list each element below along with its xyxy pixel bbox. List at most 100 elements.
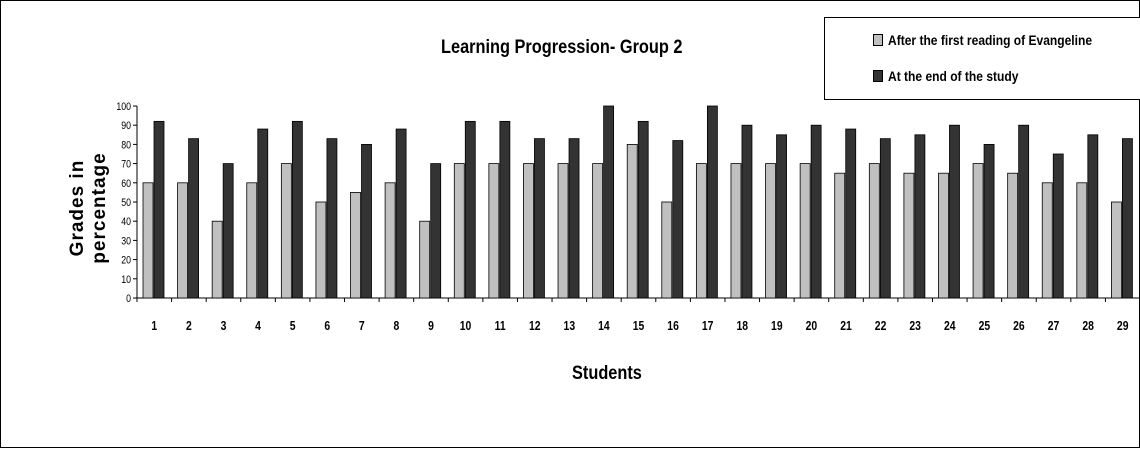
bar-first-reading xyxy=(938,172,949,299)
bar-end-of-study xyxy=(222,163,234,299)
x-tick-label: 22 xyxy=(875,319,887,333)
legend-label-first-reading: After the first reading of Evangeline xyxy=(888,32,1093,48)
bar-first-reading xyxy=(765,163,776,299)
bar-first-reading xyxy=(868,163,880,299)
bar-end-of-study xyxy=(257,128,269,299)
bar-end-of-study xyxy=(361,143,372,299)
x-tick-label: 5 xyxy=(290,319,296,333)
x-tick-label: 6 xyxy=(324,319,330,333)
bar-end-of-study xyxy=(810,124,822,299)
bar-first-reading xyxy=(315,201,327,299)
bar-end-of-study xyxy=(153,120,165,299)
bar-end-of-study xyxy=(879,138,891,299)
x-axis-label: Students xyxy=(572,363,642,384)
y-tick-label: 80 xyxy=(121,140,131,152)
x-tick-label: 13 xyxy=(564,319,576,333)
bar-end-of-study xyxy=(603,105,615,299)
bar-end-of-study xyxy=(983,143,995,299)
bar-end-of-study xyxy=(741,124,753,299)
legend-item-first-reading: After the first reading of Evangeline xyxy=(873,32,1125,48)
x-tick-label: 19 xyxy=(771,319,783,333)
bar-end-of-study xyxy=(430,163,442,299)
bar-first-reading xyxy=(1041,182,1053,299)
y-tick-label: 40 xyxy=(121,216,131,228)
bar-first-reading xyxy=(280,163,292,299)
x-tick-label: 12 xyxy=(529,319,541,333)
y-tick-label: 90 xyxy=(121,120,131,132)
bar-first-reading xyxy=(730,163,742,299)
x-tick-label: 28 xyxy=(1082,319,1094,333)
x-tick-label: 16 xyxy=(667,319,679,333)
bar-end-of-study xyxy=(1122,138,1133,299)
bar-end-of-study xyxy=(534,138,545,299)
bar-end-of-study xyxy=(637,120,649,299)
y-tick-label: 30 xyxy=(121,236,131,248)
bar-end-of-study xyxy=(499,120,511,299)
bar-first-reading xyxy=(1076,182,1088,299)
bar-end-of-study xyxy=(188,138,199,299)
bar-first-reading xyxy=(557,163,569,299)
bar-end-of-study xyxy=(291,120,303,299)
y-tick-label: 50 xyxy=(121,197,131,209)
legend-label-end-of-study: At the end of the study xyxy=(888,68,1019,84)
x-tick-label: 3 xyxy=(221,319,227,333)
x-tick-label: 15 xyxy=(633,319,645,333)
x-tick-label: 10 xyxy=(460,319,472,333)
x-tick-label: 11 xyxy=(495,319,506,333)
bar-first-reading xyxy=(384,182,396,299)
x-tick-label: 4 xyxy=(255,319,261,333)
x-tick-label: 18 xyxy=(736,319,748,333)
bar-first-reading xyxy=(834,172,846,299)
bar-first-reading xyxy=(453,163,465,299)
bar-first-reading xyxy=(799,163,811,299)
x-tick-label: 27 xyxy=(1048,319,1060,333)
y-tick-label: 20 xyxy=(121,255,131,267)
x-tick-label: 9 xyxy=(428,319,434,333)
x-tick-label: 24 xyxy=(944,319,956,333)
x-tick-label: 7 xyxy=(359,319,365,333)
bar-end-of-study xyxy=(776,134,787,299)
bar-first-reading xyxy=(972,163,984,299)
bar-end-of-study xyxy=(1052,153,1064,299)
bar-first-reading xyxy=(177,182,188,299)
bar-end-of-study xyxy=(706,105,718,299)
x-tick-label: 23 xyxy=(909,319,921,333)
bar-first-reading xyxy=(523,163,534,299)
bar-first-reading xyxy=(488,163,500,299)
x-tick-label: 25 xyxy=(979,319,991,333)
bar-first-reading xyxy=(1111,201,1122,299)
bar-end-of-study xyxy=(568,138,580,299)
bar-first-reading xyxy=(350,191,361,299)
x-tick-label: 21 xyxy=(840,319,852,333)
bar-end-of-study xyxy=(914,134,926,299)
bar-first-reading xyxy=(626,143,638,299)
bar-first-reading xyxy=(142,182,154,299)
bar-end-of-study xyxy=(949,124,960,299)
y-axis-label: Grades in percentage xyxy=(67,152,110,264)
y-tick-label: 10 xyxy=(121,274,131,286)
bar-first-reading xyxy=(661,201,673,299)
y-tick-label: 0 xyxy=(126,293,131,305)
bar-end-of-study xyxy=(395,128,407,299)
legend-swatch-first-reading xyxy=(873,34,883,46)
x-tick-label: 2 xyxy=(186,319,192,333)
bar-first-reading xyxy=(592,163,604,299)
bar-end-of-study xyxy=(326,138,338,299)
x-tick-label: 1 xyxy=(151,319,157,333)
chart-title: Learning Progression- Group 2 xyxy=(441,37,683,58)
bar-end-of-study xyxy=(1018,124,1030,299)
x-tick-label: 26 xyxy=(1013,319,1025,333)
bar-first-reading xyxy=(903,172,915,299)
y-tick-label: 60 xyxy=(121,178,131,190)
legend-item-end-of-study: At the end of the study xyxy=(873,68,1040,84)
bar-first-reading xyxy=(211,220,223,299)
x-tick-label: 17 xyxy=(702,319,714,333)
x-tick-label: 29 xyxy=(1117,319,1129,333)
y-tick-label: 100 xyxy=(116,101,131,113)
legend-swatch-end-of-study xyxy=(873,70,883,82)
x-tick-label: 14 xyxy=(598,319,610,333)
bar-first-reading xyxy=(695,163,707,299)
chart-legend: After the first reading of Evangeline At… xyxy=(824,17,1140,100)
